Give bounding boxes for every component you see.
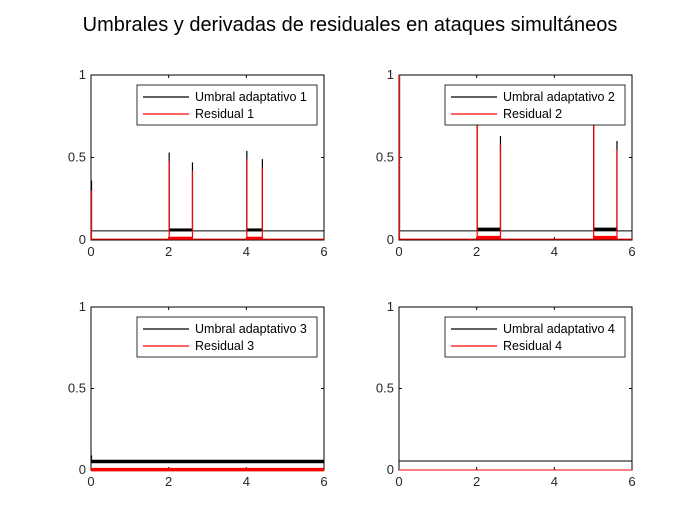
y-tick-label: 0: [387, 462, 394, 477]
series-residual: [398, 75, 632, 240]
legend: Umbral adaptativo 3 Residual 3: [136, 316, 318, 358]
x-tick-label: 2: [165, 244, 172, 259]
figure-title: Umbrales y derivadas de residuales en at…: [82, 14, 618, 36]
x-tick-label: 6: [628, 244, 635, 259]
series-band: [168, 236, 192, 240]
legend-label: Umbral adaptativo 3: [195, 322, 307, 336]
legend-label: Umbral adaptativo 1: [195, 90, 307, 104]
series-residual: [90, 159, 324, 240]
subplot-3: 0 2 4 6 0 0.5 1 Umbral adaptativo 3 Residual 3: [68, 299, 328, 489]
series-band: [476, 227, 500, 231]
legend-label: Residual 3: [195, 339, 254, 353]
x-tick-label: 0: [87, 474, 94, 489]
y-tick-label: 1: [387, 299, 394, 314]
legend: Umbral adaptativo 1 Residual 1: [136, 84, 318, 126]
y-tick-label: 0: [79, 232, 86, 247]
subplot-1: 0 2 4 6 0 0.5 1 Umbral adaptativo 1 Residual 1: [68, 67, 328, 259]
subplot-4: 0 2 4 6 0 0.5 1 Umbral adaptativo 4 Residual 4: [376, 299, 636, 489]
legend-label: Residual 2: [503, 107, 562, 121]
y-tick-label: 0: [79, 462, 86, 477]
x-tick-label: 4: [551, 244, 558, 259]
legend: Umbral adaptativo 2 Residual 2: [444, 84, 626, 126]
legend-label: Residual 1: [195, 107, 254, 121]
x-tick-label: 0: [87, 244, 94, 259]
series-band: [91, 468, 324, 472]
y-tick-label: 0.5: [376, 150, 394, 165]
y-tick-label: 1: [387, 67, 394, 82]
x-tick-label: 6: [320, 244, 327, 259]
y-tick-label: 0: [387, 232, 394, 247]
series-residual: [91, 467, 324, 472]
x-tick-label: 4: [243, 244, 250, 259]
series-band: [593, 227, 617, 231]
series-band: [476, 235, 500, 240]
legend: Umbral adaptativo 4 Residual 4: [444, 316, 626, 358]
legend-box: [444, 316, 626, 358]
legend-label: Umbral adaptativo 4: [503, 322, 615, 336]
x-tick-label: 0: [395, 474, 402, 489]
x-tick-label: 2: [165, 474, 172, 489]
legend-box: [136, 84, 318, 126]
series-band: [91, 460, 324, 464]
series-band: [593, 235, 617, 240]
x-tick-label: 4: [243, 474, 250, 489]
series-band: [246, 236, 262, 240]
x-tick-label: 6: [628, 474, 635, 489]
series-band: [168, 228, 192, 232]
legend-box: [444, 84, 626, 126]
subplot-2: 0 2 4 6 0 0.5 1 Umbral adaptativo 2 Residual 2: [376, 67, 636, 259]
x-tick-label: 2: [473, 474, 480, 489]
x-tick-label: 6: [320, 474, 327, 489]
x-tick-label: 2: [473, 244, 480, 259]
y-tick-label: 0.5: [68, 150, 86, 165]
x-tick-label: 4: [551, 474, 558, 489]
legend-box: [136, 316, 318, 358]
legend-label: Residual 4: [503, 339, 562, 353]
legend-label: Umbral adaptativo 2: [503, 90, 615, 104]
series-threshold: [90, 455, 324, 464]
x-tick-label: 0: [395, 244, 402, 259]
y-tick-label: 1: [79, 67, 86, 82]
y-tick-label: 1: [79, 299, 86, 314]
y-tick-label: 0.5: [68, 381, 86, 396]
series-band: [246, 228, 262, 232]
y-tick-label: 0.5: [376, 381, 394, 396]
